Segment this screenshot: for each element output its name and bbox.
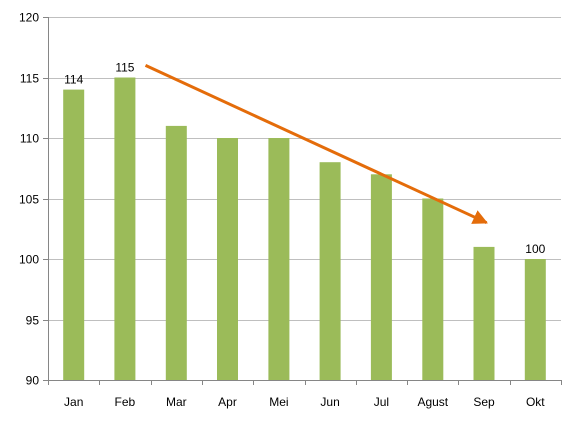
bar-mar bbox=[165, 125, 187, 381]
y-tick-label: 90 bbox=[26, 374, 40, 388]
bar-feb bbox=[114, 77, 136, 380]
x-tick-label: Feb bbox=[115, 395, 136, 409]
x-tick-label: Jun bbox=[320, 395, 339, 409]
labels: 114 115 100 bbox=[64, 61, 546, 257]
x-tick-label: Jul bbox=[374, 395, 389, 409]
y-tick-label: 115 bbox=[20, 72, 39, 86]
x-tick-label: Agust bbox=[417, 395, 448, 409]
annotations bbox=[144, 64, 488, 225]
axes: 90 95 100 105 110 115 120 Jan Feb Mar Apr Mei Jun Jul… bbox=[19, 11, 562, 409]
x-tick-label: Sep bbox=[473, 395, 495, 409]
bar-mei bbox=[268, 138, 290, 380]
trend-arrow bbox=[144, 64, 488, 225]
y-tick-label: 105 bbox=[19, 193, 39, 207]
data-label: 114 bbox=[64, 73, 83, 87]
x-tick-label: Mar bbox=[166, 395, 187, 409]
bar-apr bbox=[217, 138, 238, 380]
bar-agust bbox=[422, 198, 444, 380]
y-tick-label: 100 bbox=[19, 253, 39, 267]
y-tick-label: 110 bbox=[20, 132, 39, 146]
bar-jan bbox=[63, 89, 85, 380]
bar-sep bbox=[473, 246, 495, 380]
bar-okt bbox=[524, 259, 546, 380]
y-tick-label: 120 bbox=[19, 11, 39, 25]
bar-series bbox=[63, 77, 546, 381]
y-tick-label: 95 bbox=[26, 314, 40, 328]
bar-jun bbox=[319, 162, 341, 380]
data-label: 115 bbox=[115, 61, 134, 75]
x-tick-label: Mei bbox=[269, 395, 288, 409]
data-label: 100 bbox=[525, 242, 545, 256]
x-tick-label: Jan bbox=[64, 395, 83, 409]
bar-jul bbox=[370, 174, 392, 380]
x-tick-label: Apr bbox=[218, 395, 237, 409]
x-tick-label: Okt bbox=[526, 395, 545, 409]
